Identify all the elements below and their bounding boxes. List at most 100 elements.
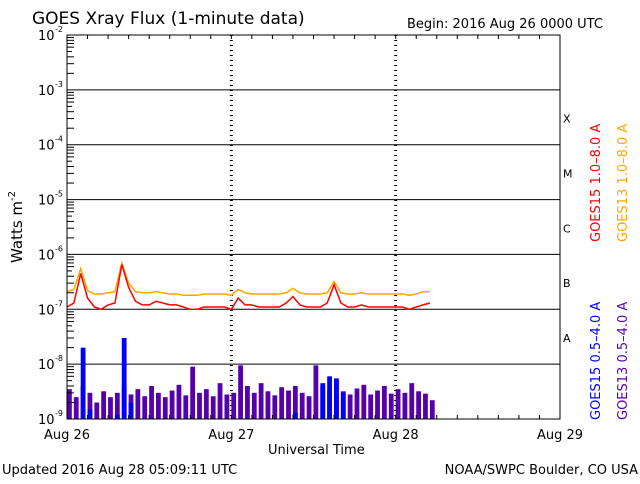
flare-class-label: M <box>563 167 573 180</box>
legend-entry: GOES15 1.0–8.0 A <box>589 124 604 242</box>
series-bar-2 <box>87 409 93 419</box>
series-bar-3 <box>368 394 374 419</box>
series-bar-3 <box>108 397 113 419</box>
legend-label: GOES13 0.5–4.0 A <box>616 302 631 420</box>
series-bar-3 <box>375 390 380 419</box>
legend-label: GOES13 1.0–8.0 A <box>616 124 631 242</box>
series-bar-3 <box>73 397 79 419</box>
y-tick-label-base: 10 <box>38 84 55 99</box>
series-line-1 <box>66 260 430 297</box>
series-bar-3 <box>251 392 257 419</box>
series-bar-3 <box>162 397 168 419</box>
y-tick-label-base: 10 <box>38 29 55 44</box>
series-bar-2 <box>320 383 326 419</box>
chart-title: GOES Xray Flux (1-minute data) <box>32 9 305 29</box>
series-bar-3 <box>313 365 319 419</box>
series-bar-3 <box>306 396 312 419</box>
series-bar-3 <box>217 383 223 419</box>
series-bar-3 <box>94 402 100 419</box>
legend-label: GOES15 0.5–4.0 A <box>589 302 604 420</box>
series-bar-3 <box>279 387 285 419</box>
series-bar-3 <box>149 385 154 419</box>
series-bar-3 <box>381 385 387 419</box>
legend-entry: GOES15 0.5–4.0 A <box>589 302 604 420</box>
y-tick-label-base: 10 <box>38 248 55 263</box>
series-bar-2 <box>292 412 298 419</box>
series-bar-3 <box>423 393 428 419</box>
series-bar-3 <box>258 383 264 419</box>
series-bar-3 <box>402 392 408 419</box>
series-bar-3 <box>135 389 141 419</box>
series-bar-3 <box>265 391 271 419</box>
x-tick-label: Aug 27 <box>208 428 254 443</box>
series-bar-3 <box>361 384 367 419</box>
series-line-0 <box>66 264 431 311</box>
series-bar-2 <box>334 378 339 419</box>
y-axis-label-exp: -2 <box>7 191 18 201</box>
y-tick-label-base: 10 <box>38 194 55 209</box>
series-bar-2 <box>128 402 134 419</box>
series-bar-3 <box>203 389 209 419</box>
series-bar-3 <box>354 388 360 419</box>
series-bar-3 <box>231 392 237 419</box>
series-bar-3 <box>190 366 196 419</box>
series-bar-3 <box>238 365 243 419</box>
series-layer <box>66 260 435 419</box>
series-bar-3 <box>156 392 161 419</box>
series-bar-3 <box>409 383 415 419</box>
series-bar-3 <box>210 396 216 419</box>
x-tick-label: Aug 28 <box>373 428 419 443</box>
series-bar-3 <box>429 400 435 419</box>
legend-entry: GOES13 1.0–8.0 A <box>616 124 631 242</box>
y-tick-label-exp: -9 <box>55 409 63 418</box>
y-tick-label-base: 10 <box>38 413 55 428</box>
y-tick-label-exp: -8 <box>55 354 63 363</box>
series-bar-3 <box>388 393 394 419</box>
series-bar-3 <box>347 394 353 419</box>
series-bar-3 <box>142 396 148 419</box>
series-bar-3 <box>224 394 230 419</box>
series-bar-3 <box>114 392 120 419</box>
legend: GOES15 1.0–8.0 A GOES13 1.0–8.0 A GOES15 0… <box>589 124 631 420</box>
series-bar-3 <box>176 384 182 419</box>
y-tick-label-base: 10 <box>38 358 55 373</box>
flare-class-label: B <box>563 277 571 290</box>
series-bar-2 <box>327 376 332 419</box>
y-axis: 10-210-310-410-510-610-710-810-9 <box>38 25 74 428</box>
y-tick-label-exp: -2 <box>55 25 63 34</box>
y-tick-label-base: 10 <box>38 303 55 318</box>
flare-class-label: C <box>563 222 571 235</box>
y-tick-label-exp: -3 <box>55 80 63 89</box>
series-bar-3 <box>395 389 401 419</box>
series-bar-3 <box>416 391 422 419</box>
series-bar-3 <box>67 389 72 419</box>
flare-class-label: X <box>563 113 571 126</box>
series-bar-2 <box>80 347 86 419</box>
credit: NOAA/SWPC Boulder, CO USA <box>445 463 638 478</box>
begin-label: Begin: 2016 Aug 26 0000 UTC <box>407 17 603 32</box>
x-axis-label: Universal Time <box>268 443 365 458</box>
series-bar-3 <box>183 395 189 419</box>
series-bar-3 <box>286 390 291 419</box>
y-tick-label-base: 10 <box>38 139 55 154</box>
series-bar-3 <box>169 390 175 419</box>
series-bar-3 <box>299 392 305 419</box>
plot-frame <box>66 34 561 420</box>
x-tick-label: Aug 26 <box>44 428 90 443</box>
series-bar-3 <box>272 395 278 419</box>
y-tick-label-exp: -7 <box>55 299 63 308</box>
legend-entry: GOES13 0.5–4.0 A <box>616 302 631 420</box>
y-tick-label-exp: -4 <box>55 135 63 144</box>
y-axis-label: Watts m -2 <box>7 191 26 263</box>
series-bar-3 <box>101 391 107 419</box>
flare-class-labels: X M C B A <box>563 113 573 345</box>
series-bar-2 <box>114 414 120 419</box>
series-bar-2 <box>121 337 127 419</box>
series-bar-3 <box>245 385 250 419</box>
x-tick-label: Aug 29 <box>537 428 583 443</box>
series-bar-3 <box>197 392 202 419</box>
series-bar-2 <box>340 392 346 419</box>
grid <box>67 35 560 419</box>
legend-label: GOES15 1.0–8.0 A <box>589 124 604 242</box>
